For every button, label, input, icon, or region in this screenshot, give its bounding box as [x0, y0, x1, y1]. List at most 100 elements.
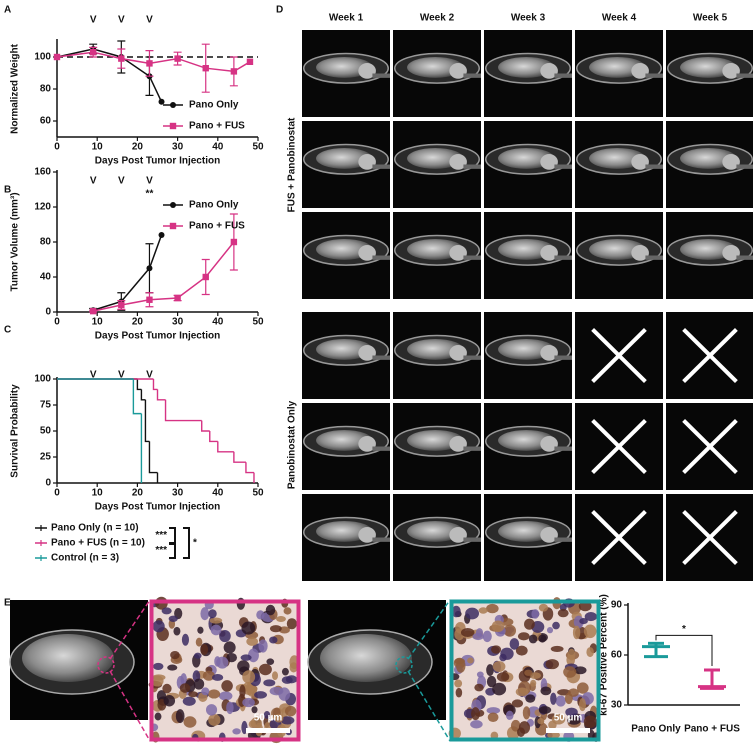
- column-header: Week 3: [511, 13, 546, 24]
- cell-nucleus: [578, 601, 592, 612]
- cell-nucleus: [221, 680, 233, 692]
- mri-cerebellum: [631, 245, 649, 261]
- x-tick-label: 50: [252, 317, 264, 328]
- y-axis-label: Normalized Weight: [10, 43, 21, 133]
- mri-cerebellum: [358, 527, 376, 543]
- cell-nucleus: [579, 617, 588, 625]
- cell-nucleus: [576, 682, 589, 694]
- cell-nucleus: [283, 607, 292, 615]
- cell-nucleus: [239, 684, 246, 699]
- mri-spine: [372, 164, 390, 169]
- cell-nucleus: [163, 695, 176, 707]
- cell-nucleus: [232, 728, 241, 735]
- dose-marker: V: [118, 370, 125, 381]
- cell-nucleus: [258, 639, 268, 653]
- mri-cerebellum: [631, 63, 649, 79]
- series-line: [92, 234, 163, 311]
- mri-brain: [680, 238, 737, 260]
- mri-brain: [407, 429, 464, 451]
- x-tick-label: 10: [92, 488, 104, 499]
- mri-cerebellum: [540, 63, 558, 79]
- cell-nucleus: [251, 706, 258, 714]
- survival-step: [164, 399, 202, 422]
- y-tick-label: 100: [34, 52, 51, 63]
- cell-nucleus: [226, 652, 238, 663]
- x-tick-label: 40: [212, 488, 224, 499]
- mri-cerebellum: [540, 345, 558, 361]
- mri-cerebellum: [722, 63, 740, 79]
- cell-nucleus: [274, 713, 284, 723]
- dose-marker: V: [146, 370, 153, 381]
- mri-brain: [316, 238, 373, 260]
- survival-step: [233, 451, 246, 463]
- cell-nucleus: [208, 609, 217, 619]
- x-axis-label: Days Post Tumor Injection: [95, 331, 220, 342]
- cell-nucleus: [491, 645, 502, 654]
- legend-marker: [169, 222, 177, 230]
- cell-nucleus: [181, 633, 190, 646]
- mri-spine: [736, 255, 753, 260]
- data-marker: [202, 65, 209, 72]
- cell-nucleus: [170, 650, 180, 660]
- column-header: Week 5: [693, 13, 728, 24]
- mri-spine: [463, 537, 481, 542]
- dose-marker: V: [146, 176, 153, 187]
- cell-nucleus: [182, 696, 196, 706]
- mri-spine: [372, 255, 390, 260]
- cell-nucleus: [179, 683, 191, 693]
- panel-label: E: [4, 598, 11, 609]
- cell-nucleus: [486, 675, 497, 688]
- mri-spine: [554, 355, 572, 360]
- cell-nucleus: [578, 698, 587, 712]
- mri-brain: [680, 147, 737, 169]
- x-axis-label: Days Post Tumor Injection: [95, 502, 220, 513]
- mri-brain: [407, 147, 464, 169]
- cell-nucleus: [491, 620, 505, 633]
- mri-cerebellum: [358, 436, 376, 452]
- x-tick-label: 10: [92, 142, 104, 153]
- x-tick-label: Pano + FUS: [684, 724, 740, 735]
- mri-spine: [645, 255, 663, 260]
- significance: **: [146, 189, 154, 200]
- column-header: Week 2: [420, 13, 455, 24]
- cell-nucleus: [546, 626, 554, 634]
- survival-step: [245, 462, 254, 474]
- cell-nucleus: [552, 621, 560, 630]
- y-tick-label: 25: [40, 452, 52, 463]
- mri-cerebellum: [358, 345, 376, 361]
- cell-nucleus: [161, 607, 172, 615]
- mri-cerebellum: [540, 245, 558, 261]
- cell-nucleus: [530, 679, 537, 687]
- mri-cerebellum: [449, 345, 467, 361]
- cell-nucleus: [492, 682, 507, 696]
- legend-label: Pano + FUS: [189, 121, 245, 132]
- cell-nucleus: [281, 676, 293, 684]
- mri-cerebellum: [449, 436, 467, 452]
- x-tick-label: 0: [54, 488, 60, 499]
- cell-nucleus: [487, 712, 499, 723]
- cell-nucleus: [263, 710, 271, 719]
- mri-brain: [320, 634, 412, 682]
- cell-nucleus: [474, 683, 484, 692]
- mri-brain: [498, 238, 555, 260]
- cell-nucleus: [538, 603, 549, 612]
- cell-nucleus: [218, 691, 233, 701]
- data-marker: [146, 60, 153, 67]
- cell-nucleus: [162, 683, 172, 694]
- dose-marker: V: [90, 15, 97, 26]
- series-line: [93, 241, 235, 312]
- cell-nucleus: [210, 624, 222, 636]
- cell-nucleus: [460, 628, 475, 637]
- significance-bracket: [169, 527, 176, 559]
- legend-marker: [170, 202, 176, 208]
- data-marker: [246, 58, 254, 65]
- y-tick-label: 50: [40, 426, 52, 437]
- x-tick-label: 50: [252, 142, 264, 153]
- cell-nucleus: [503, 624, 517, 637]
- cell-nucleus: [241, 720, 248, 735]
- x-tick-label: 50: [252, 488, 264, 499]
- cell-nucleus: [482, 630, 492, 643]
- cell-nucleus: [281, 667, 289, 676]
- cell-nucleus: [254, 691, 267, 699]
